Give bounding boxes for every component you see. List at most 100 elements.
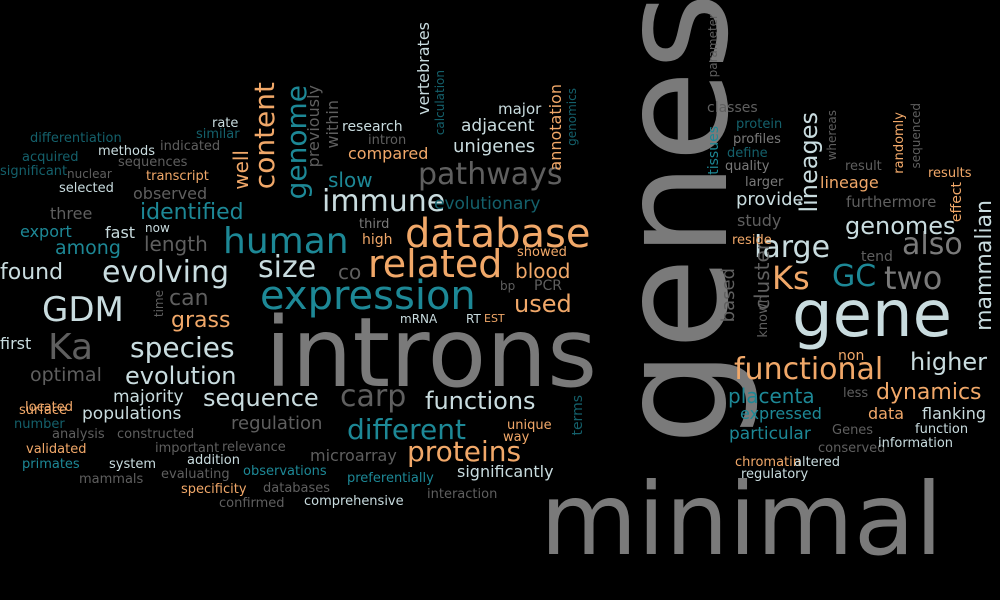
word-proteins: proteins	[407, 435, 522, 468]
word-quality: quality	[725, 159, 770, 174]
word-whereas: whereas	[825, 110, 839, 161]
word-genomes: genomes	[845, 212, 956, 240]
word-Genes: Genes	[832, 423, 874, 438]
word-EST: EST	[484, 312, 505, 325]
word-compared: compared	[348, 144, 429, 163]
word-showed: showed	[517, 245, 567, 260]
word-define: define	[727, 146, 768, 161]
word-altered: altered	[794, 455, 840, 470]
word-furthermore: furthermore	[846, 193, 937, 211]
word-calculation: calculation	[433, 70, 447, 136]
word-identified: identified	[140, 200, 244, 225]
word-evolution: evolution	[125, 362, 237, 390]
word-flanking: flanking	[922, 404, 987, 423]
word-GDM: GDM	[42, 290, 124, 330]
word-mammalian: mammalian	[972, 200, 997, 331]
word-surface: surface	[19, 403, 68, 418]
word-first: first	[0, 334, 32, 353]
word-randomly: randomly	[892, 112, 907, 174]
word-third: third	[359, 217, 390, 232]
word-previously: previously	[304, 85, 323, 168]
word-carp: carp	[340, 379, 407, 414]
word-primates: primates	[22, 457, 80, 472]
word-two: two	[884, 259, 943, 297]
word-found: found	[0, 260, 64, 285]
word-large: large	[754, 230, 831, 265]
word-major: major	[498, 100, 542, 118]
word-placenta: placenta	[728, 384, 815, 408]
word-regulation: regulation	[231, 413, 323, 434]
word-data: data	[868, 404, 905, 423]
word-study: study	[737, 211, 782, 230]
word-terms: terms	[570, 395, 586, 436]
word-expression: expression	[260, 273, 476, 319]
word-research: research	[342, 119, 403, 135]
word-unique: unique	[507, 418, 552, 433]
word-similar: similar	[196, 127, 240, 142]
word-GC: GC	[832, 259, 877, 294]
word-vertebrates: vertebrates	[414, 22, 433, 115]
word-constructed: constructed	[117, 427, 195, 442]
word-results: results	[928, 166, 972, 181]
word-nuclear: nuclear	[67, 167, 112, 181]
word-genes: genes	[588, 0, 762, 446]
word-interaction: interaction	[427, 487, 498, 502]
word-sequenced: sequenced	[909, 103, 923, 169]
word-dynamics: dynamics	[876, 380, 982, 405]
word-now: now	[145, 221, 170, 235]
word-mammals: mammals	[79, 472, 144, 487]
word-also: also	[902, 227, 963, 262]
word-observed: observed	[133, 184, 208, 203]
word-blood: blood	[515, 259, 571, 283]
word-can: can	[169, 286, 209, 311]
word-three: three	[50, 204, 93, 223]
word-higher: higher	[910, 348, 987, 376]
word-among: among	[55, 237, 121, 259]
word-lineage: lineage	[820, 173, 879, 192]
word-particular: particular	[729, 424, 811, 444]
word-RT: RT	[466, 312, 481, 326]
word-analysis: analysis	[52, 427, 105, 442]
word-larger: larger	[745, 175, 784, 190]
word-time: time	[152, 290, 166, 318]
word-significant: significant	[0, 164, 68, 179]
word-number: number	[14, 417, 65, 432]
word-validated: validated	[26, 442, 87, 457]
word-preferentially: preferentially	[347, 471, 434, 486]
word-addition: addition	[187, 453, 240, 468]
word-information: information	[878, 436, 954, 451]
word-Ks: Ks	[772, 259, 810, 297]
word-protein: protein	[736, 117, 783, 132]
word-co: co	[338, 260, 362, 284]
word-system: system	[109, 457, 156, 472]
word-intron: intron	[368, 133, 407, 148]
word-export: export	[20, 222, 72, 241]
word-expressed: expressed	[740, 404, 822, 423]
word-optimal: optimal	[30, 364, 102, 386]
word-microarray: microarray	[310, 446, 397, 465]
word-reside: reside	[732, 233, 772, 248]
word-bp: bp	[500, 279, 516, 293]
word-specificity: specificity	[181, 482, 247, 497]
word-evaluating: evaluating	[161, 467, 230, 482]
word-indicated: indicated	[160, 139, 221, 154]
word-effect: effect	[949, 182, 965, 223]
word-classes: classes	[707, 100, 758, 116]
word-majority: majority	[113, 387, 184, 407]
word-size: size	[258, 250, 317, 285]
word-way: way	[503, 430, 530, 445]
word-sequences: sequences	[118, 155, 188, 170]
word-transcript: transcript	[146, 169, 209, 184]
word-PCR: PCR	[534, 278, 562, 294]
word-mRNA: mRNA	[400, 312, 438, 326]
word-selected: selected	[59, 181, 114, 196]
word-related: related	[368, 242, 503, 286]
word-tend: tend	[861, 249, 893, 265]
word-adjacent: adjacent	[461, 116, 535, 136]
word-evolutionary: evolutionary	[434, 194, 541, 214]
word-chromatin: chromatin	[735, 455, 801, 470]
word-annotation: annotation	[546, 84, 565, 171]
word-parameter: parameter	[706, 14, 720, 78]
word-sequence: sequence	[203, 384, 319, 412]
